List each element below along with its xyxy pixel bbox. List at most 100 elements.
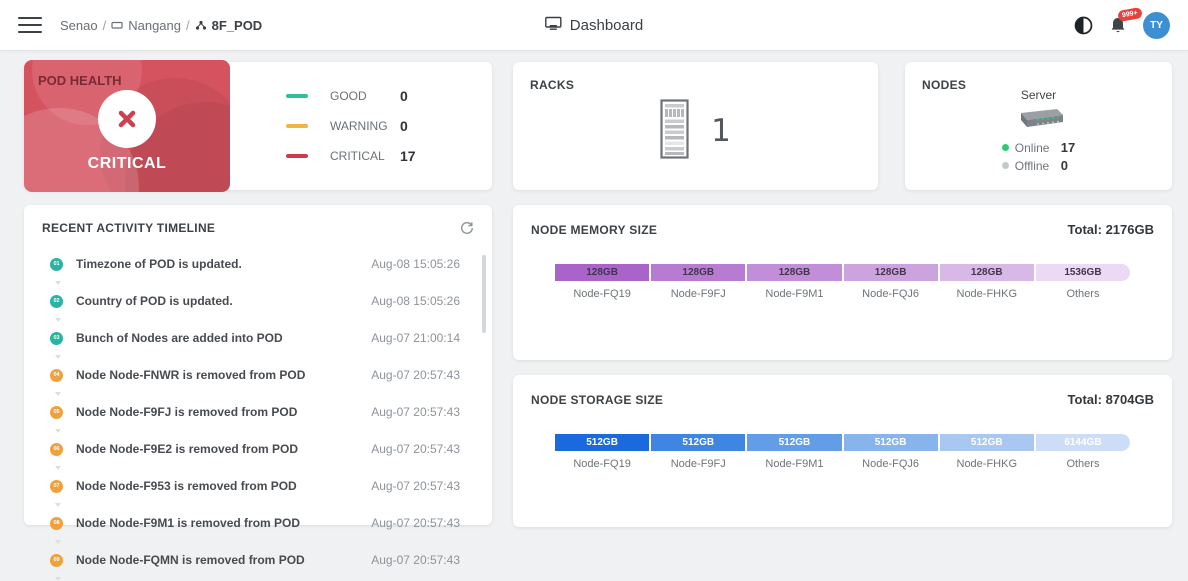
timeline-scrollbar[interactable] [482, 255, 486, 333]
storage-category-label: Node-FHKG [956, 458, 1018, 470]
activity-item: 04 Node Node-FNWR is removed from POD Au… [50, 363, 474, 396]
activity-item: 09 Node Node-FQMN is removed from POD Au… [50, 548, 474, 581]
activity-item: 08 Node Node-F9M1 is removed from POD Au… [50, 511, 474, 544]
memory-bar-segment[interactable]: 128GB [651, 264, 746, 281]
top-bar: Senao / Nangang / 8F_POD Dashboard 999+ … [0, 0, 1188, 51]
activity-severity-badge: 06 [50, 442, 63, 456]
storage-category-label: Node-F9FJ [670, 458, 726, 470]
storage-bar-segment[interactable]: 512GB [939, 434, 1034, 451]
server-label: Server [1020, 88, 1057, 102]
legend-value: 0 [400, 118, 408, 134]
node-memory-card: NODE MEMORY SIZE Total: 2176GB 128GB 128… [513, 205, 1172, 360]
activity-text: Node Node-F9E2 is removed from POD [76, 442, 299, 456]
node-stat-row: Online 17 [1001, 140, 1076, 155]
activity-item: 03 Bunch of Nodes are added into POD Aug… [50, 326, 474, 359]
user-avatar[interactable]: TY [1143, 11, 1170, 39]
pod-health-legend: GOOD 0 WARNING 0 CRITICAL 17 [230, 62, 492, 190]
activity-text: Node Node-F9M1 is removed from POD [76, 516, 301, 530]
menu-icon[interactable] [18, 17, 42, 33]
activity-timestamp: Aug-07 20:57:43 [371, 442, 460, 456]
critical-x-icon [98, 90, 156, 148]
racks-card: RACKS [513, 62, 878, 190]
theme-contrast-toggle[interactable] [1074, 16, 1093, 35]
storage-bar-segment[interactable]: 512GB [747, 434, 842, 451]
breadcrumb-pod[interactable]: 8F_POD [211, 17, 263, 33]
node-stat-value: 0 [1060, 158, 1068, 173]
memory-bar-segment[interactable]: 128GB [843, 264, 938, 281]
storage-category-label: Node-FQ19 [573, 458, 631, 470]
pod-health-title: POD HEALTH [38, 73, 122, 88]
memory-category-label: Node-F9M1 [765, 288, 824, 300]
activity-item: 01 Timezone of POD is updated. Aug-08 15… [50, 252, 474, 285]
racks-count: 1 [711, 113, 731, 149]
legend-value: 0 [400, 88, 408, 104]
storage-bar-labels: Node-FQ19 Node-F9FJ Node-F9M1 Node-FQJ6 … [555, 458, 1130, 470]
recent-activity-card: RECENT ACTIVITY TIMELINE 01 Timezone of … [24, 205, 492, 581]
activity-text: Node Node-FNWR is removed from POD [76, 368, 306, 382]
nodes-card: NODES Server [905, 62, 1172, 190]
legend-row: WARNING 0 [286, 118, 492, 134]
legend-dash-icon [286, 94, 308, 98]
activity-item: 02 Country of POD is updated. Aug-08 15:… [50, 289, 474, 322]
storage-bar-segment[interactable]: 512GB [555, 434, 650, 451]
memory-category-label: Node-FHKG [956, 288, 1018, 300]
storage-chart-title: NODE STORAGE SIZE [531, 392, 664, 407]
racks-title: RACKS [530, 78, 575, 92]
activity-text: Bunch of Nodes are added into POD [76, 331, 283, 345]
activity-timestamp: Aug-07 20:57:43 [371, 405, 460, 419]
storage-bar-segment[interactable]: 512GB [843, 434, 938, 451]
legend-dash-icon [286, 124, 308, 128]
node-stat-label: Offline [1014, 158, 1050, 173]
memory-chart-title: NODE MEMORY SIZE [531, 222, 658, 237]
memory-bar: 128GB 128GB 128GB 128GB 128GB 1536GB [555, 264, 1131, 281]
activity-severity-badge: 07 [50, 479, 63, 493]
activity-item: 07 Node Node-F953 is removed from POD Au… [50, 474, 474, 507]
memory-total: Total: 2176GB [1067, 222, 1154, 237]
memory-bar-segment[interactable]: 128GB [939, 264, 1034, 281]
activity-severity-badge: 05 [50, 405, 63, 419]
node-stat-value: 17 [1060, 140, 1076, 155]
storage-bar-segment[interactable]: 512GB [651, 434, 746, 451]
notifications-bell-icon[interactable]: 999+ [1109, 6, 1143, 35]
memory-bar-labels: Node-FQ19 Node-F9FJ Node-F9M1 Node-FQJ6 … [555, 288, 1130, 300]
activity-severity-badge: 03 [50, 331, 63, 345]
breadcrumb-org[interactable]: Senao [60, 17, 98, 33]
page-title: Dashboard [569, 16, 644, 34]
legend-label: GOOD [330, 89, 367, 103]
activity-timestamp: Aug-07 20:57:43 [371, 553, 460, 567]
site-icon [111, 20, 123, 30]
node-storage-card: NODE STORAGE SIZE Total: 8704GB 512GB 51… [513, 375, 1172, 527]
notification-count-badge: 999+ [1117, 6, 1143, 22]
memory-category-label: Others [1066, 288, 1100, 300]
breadcrumb-site[interactable]: Nangang [128, 17, 181, 33]
activity-item: 05 Node Node-F9FJ is removed from POD Au… [50, 400, 474, 433]
activity-text: Timezone of POD is updated. [76, 257, 242, 271]
storage-bar-segment[interactable]: 6144GB [1035, 434, 1131, 451]
memory-bar-segment[interactable]: 1536GB [1035, 264, 1131, 281]
status-dot-icon [1001, 144, 1009, 151]
legend-label: WARNING [330, 119, 388, 133]
activity-item: 06 Node Node-F9E2 is removed from POD Au… [50, 437, 474, 470]
legend-row: GOOD 0 [286, 88, 492, 104]
storage-bar: 512GB 512GB 512GB 512GB 512GB 6144GB [555, 434, 1131, 451]
storage-category-label: Node-F9M1 [765, 458, 824, 470]
pod-health-card: POD HEALTH CRITICAL GOOD 0 WA [24, 60, 492, 192]
activity-severity-badge: 09 [50, 553, 63, 567]
activity-timestamp: Aug-07 20:57:43 [371, 368, 460, 382]
legend-row: CRITICAL 17 [286, 148, 492, 164]
refresh-icon[interactable] [460, 221, 474, 235]
breadcrumb: Senao / Nangang / 8F_POD [60, 18, 262, 33]
nodes-title: NODES [922, 78, 967, 92]
memory-category-label: Node-F9FJ [670, 288, 726, 300]
activity-title: RECENT ACTIVITY TIMELINE [42, 221, 216, 235]
breadcrumb-separator: / [102, 17, 107, 33]
memory-bar-segment[interactable]: 128GB [555, 264, 650, 281]
legend-dash-icon [286, 154, 308, 158]
activity-list: 01 Timezone of POD is updated. Aug-08 15… [42, 252, 474, 581]
activity-text: Node Node-F9FJ is removed from POD [76, 405, 298, 419]
page-title-group: Dashboard [545, 16, 643, 35]
rack-icon [660, 98, 689, 164]
memory-bar-segment[interactable]: 128GB [747, 264, 842, 281]
legend-label: CRITICAL [330, 149, 385, 163]
memory-category-label: Node-FQ19 [573, 288, 631, 300]
